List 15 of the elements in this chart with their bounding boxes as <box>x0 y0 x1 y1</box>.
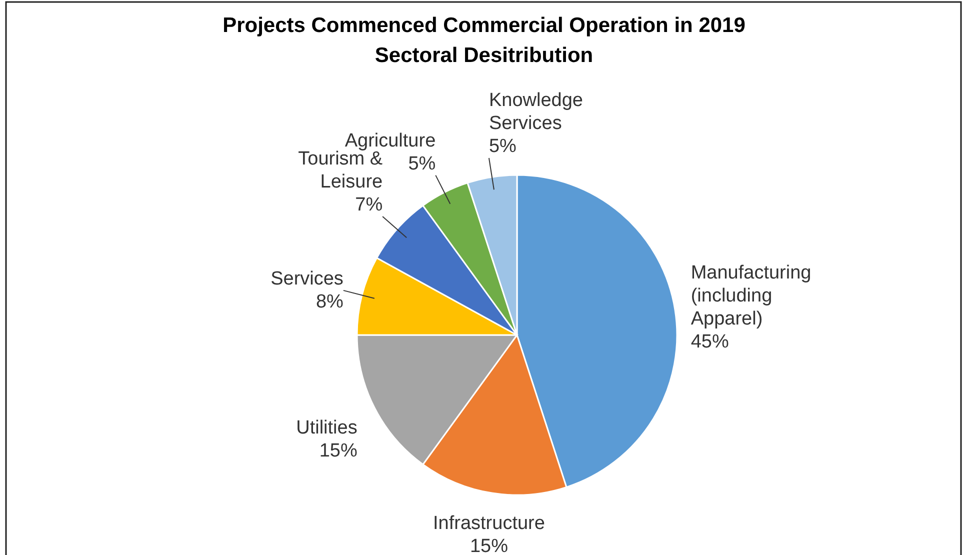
slice-label: Utilities <box>296 417 358 438</box>
slice-label: Manufacturing (including Apparel) <box>690 262 812 330</box>
slice-label: Services <box>270 268 344 290</box>
data-label: 8% <box>316 291 344 312</box>
slice-label: Knowledge Services <box>488 90 583 134</box>
data-label: 5% <box>488 136 517 158</box>
data-label: 45% <box>690 331 729 352</box>
slice-label: Agriculture <box>344 130 436 152</box>
data-label: 15% <box>319 440 358 462</box>
chart-title: Projects Commenced Commercial Operation in 2019 <box>222 14 746 37</box>
slice-label: Infrastructure <box>433 512 545 534</box>
data-label: 5% <box>408 153 436 174</box>
data-label: 15% <box>470 536 508 555</box>
data-label: 7% <box>355 194 383 216</box>
chart-subtitle: Sectoral Desitribution <box>374 44 594 67</box>
